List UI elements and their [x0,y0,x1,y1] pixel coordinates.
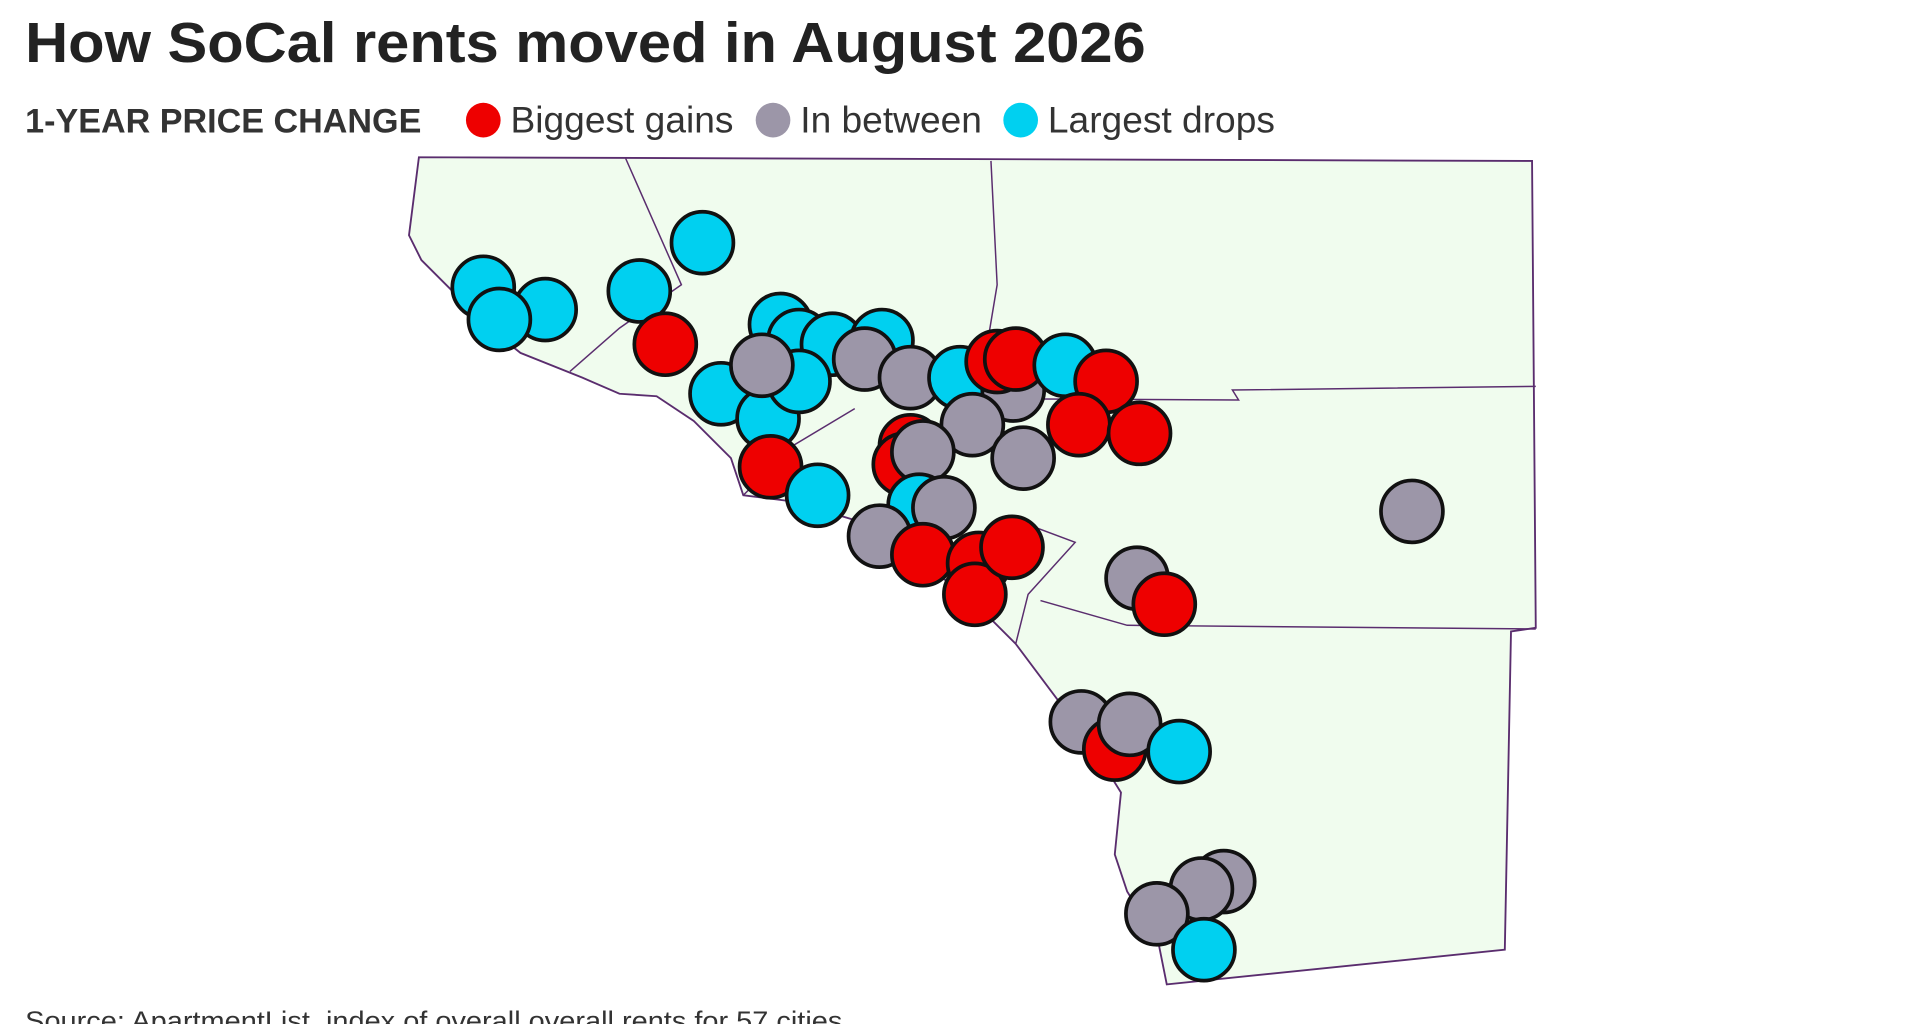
city-dot [1096,691,1163,758]
city-dot [890,521,956,588]
city-dot [939,391,1006,458]
legend-swatch [465,102,501,138]
city-dot [942,561,1008,628]
county-line [1014,519,1077,645]
city-dot [729,332,795,399]
city-dot [784,462,851,529]
legend-label: In between [800,98,982,140]
city-dot [990,425,1056,491]
legend-title: 1-YEAR PRICE CHANGE [25,102,421,140]
city-dot [1146,718,1212,785]
legend-label: Biggest gains [511,98,734,140]
source: Source: ApartmentList, index of overall … [25,1005,842,1024]
city-dot [979,514,1045,581]
city-dot [1046,391,1112,458]
legend: Biggest gains In between Largest drops [465,98,1275,140]
title: How SoCal rents moved in August 2026 [25,11,1146,75]
city-dot [632,311,699,378]
city-dot [466,286,533,353]
city-dot [1171,916,1237,983]
city-dot [606,258,673,324]
county-line [1040,599,1536,630]
city-dot [669,209,736,276]
legend-swatch [755,102,791,138]
city-dot [1106,400,1173,467]
city-dot [1379,478,1445,545]
city-dots [450,209,1445,983]
city-dot [1124,880,1190,947]
legend-swatch [1003,102,1039,138]
legend-label: Largest drops [1048,98,1275,140]
city-dot [1131,571,1198,638]
